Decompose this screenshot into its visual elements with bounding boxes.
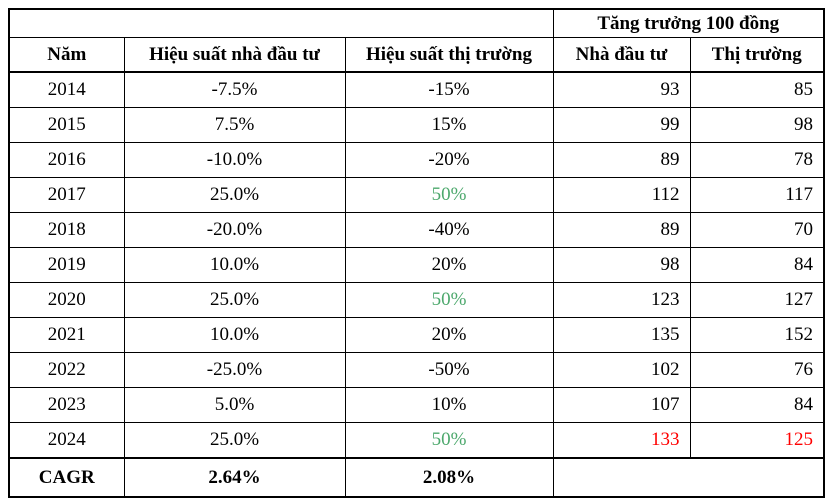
year-cell: 2017 (8, 177, 125, 213)
market-return-cell: 50% (344, 282, 554, 318)
returns-table: Tăng trưởng 100 đồng Năm Hiệu suất nhà đ… (8, 8, 825, 498)
cagr-row: CAGR 2.64% 2.08% (8, 457, 825, 498)
market-growth-cell: 76 (689, 352, 825, 388)
column-header-row: Năm Hiệu suất nhà đầu tư Hiệu suất thị t… (8, 37, 825, 73)
market-return-cell: -20% (344, 142, 554, 178)
investor-growth-cell: 89 (552, 212, 691, 248)
investor-return-cell: 25.0% (123, 177, 346, 213)
market-return-cell: 20% (344, 317, 554, 353)
table-row: 2017 25.0% 50% 112 117 (8, 177, 825, 213)
market-growth-cell: 84 (689, 387, 825, 423)
year-cell: 2018 (8, 212, 125, 248)
column-header-market-growth: Thị trường (689, 37, 825, 73)
table-row: 2019 10.0% 20% 98 84 (8, 247, 825, 283)
market-return-cell: 50% (344, 422, 554, 459)
investor-growth-cell: 107 (552, 387, 691, 423)
column-header-year: Năm (8, 37, 125, 73)
year-cell: 2016 (8, 142, 125, 178)
column-header-market-return: Hiệu suất thị trường (344, 37, 554, 73)
investor-growth-cell: 102 (552, 352, 691, 388)
investor-growth-cell: 89 (552, 142, 691, 178)
market-growth-cell: 84 (689, 247, 825, 283)
investor-growth-cell: 135 (552, 317, 691, 353)
column-header-investor-growth: Nhà đầu tư (552, 37, 691, 73)
market-growth-cell: 78 (689, 142, 825, 178)
market-return-cell: 50% (344, 177, 554, 213)
table-body: 2014 -7.5% -15% 93 85 2015 7.5% 15% 99 98 2016 -10.… (8, 71, 825, 459)
year-cell: 2014 (8, 71, 125, 108)
market-return-cell: 15% (344, 107, 554, 143)
investor-growth-cell: 99 (552, 107, 691, 143)
top-header-growth-span-cell: Tăng trưởng 100 đồng (552, 8, 825, 38)
investor-growth-cell: 98 (552, 247, 691, 283)
investor-return-cell: 5.0% (123, 387, 346, 423)
investor-return-cell: 10.0% (123, 247, 346, 283)
market-return-cell: -40% (344, 212, 554, 248)
year-cell: 2024 (8, 422, 125, 459)
market-return-cell: -15% (344, 71, 554, 108)
year-cell: 2023 (8, 387, 125, 423)
year-cell: 2019 (8, 247, 125, 283)
market-growth-cell: 125 (689, 422, 825, 459)
returns-table-container: Tăng trưởng 100 đồng Năm Hiệu suất nhà đ… (8, 8, 825, 498)
investor-return-cell: -20.0% (123, 212, 346, 248)
investor-return-cell: 10.0% (123, 317, 346, 353)
table-row: 2015 7.5% 15% 99 98 (8, 107, 825, 143)
investor-growth-cell: 112 (552, 177, 691, 213)
cagr-label-cell: CAGR (8, 457, 125, 498)
market-growth-cell: 152 (689, 317, 825, 353)
investor-growth-cell: 93 (552, 71, 691, 108)
market-growth-cell: 85 (689, 71, 825, 108)
year-cell: 2021 (8, 317, 125, 353)
market-growth-cell: 70 (689, 212, 825, 248)
investor-return-cell: -25.0% (123, 352, 346, 388)
year-cell: 2020 (8, 282, 125, 318)
table-row: 2014 -7.5% -15% 93 85 (8, 71, 825, 108)
cagr-market-cell: 2.08% (344, 457, 554, 498)
table-row: 2016 -10.0% -20% 89 78 (8, 142, 825, 178)
investor-return-cell: -10.0% (123, 142, 346, 178)
cagr-investor-cell: 2.64% (123, 457, 346, 498)
table-row: 2021 10.0% 20% 135 152 (8, 317, 825, 353)
investor-return-cell: 25.0% (123, 282, 346, 318)
market-growth-cell: 117 (689, 177, 825, 213)
investor-growth-cell: 133 (552, 422, 691, 459)
top-header-row: Tăng trưởng 100 đồng (8, 8, 825, 38)
market-return-cell: 10% (344, 387, 554, 423)
cagr-empty-cell (552, 457, 825, 498)
column-header-investor-return: Hiệu suất nhà đầu tư (123, 37, 346, 73)
table-row: 2023 5.0% 10% 107 84 (8, 387, 825, 423)
table-row: 2018 -20.0% -40% 89 70 (8, 212, 825, 248)
table-row: 2022 -25.0% -50% 102 76 (8, 352, 825, 388)
market-growth-cell: 98 (689, 107, 825, 143)
investor-return-cell: 25.0% (123, 422, 346, 459)
investor-return-cell: 7.5% (123, 107, 346, 143)
investor-return-cell: -7.5% (123, 71, 346, 108)
year-cell: 2022 (8, 352, 125, 388)
market-growth-cell: 127 (689, 282, 825, 318)
table-row: 2024 25.0% 50% 133 125 (8, 422, 825, 459)
top-header-empty-cell (8, 8, 554, 38)
year-cell: 2015 (8, 107, 125, 143)
market-return-cell: 20% (344, 247, 554, 283)
investor-growth-cell: 123 (552, 282, 691, 318)
market-return-cell: -50% (344, 352, 554, 388)
table-row: 2020 25.0% 50% 123 127 (8, 282, 825, 318)
